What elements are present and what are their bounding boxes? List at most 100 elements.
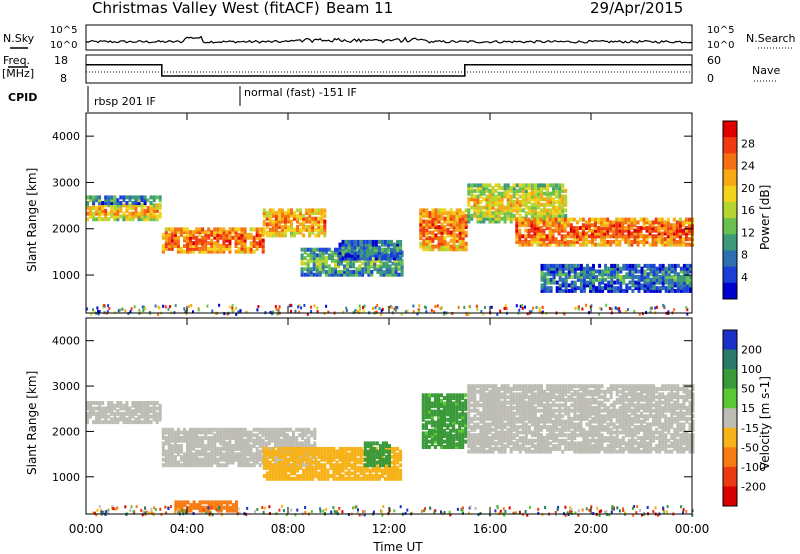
echo-cell xyxy=(368,476,372,481)
echo-cell xyxy=(296,476,300,481)
echo-cell xyxy=(546,414,550,419)
echo-cell xyxy=(494,188,498,193)
echo-cell xyxy=(542,239,546,244)
echo-cell xyxy=(280,474,284,479)
echo-cell xyxy=(555,425,559,430)
echo-cell xyxy=(518,200,522,204)
echo-cell xyxy=(637,269,641,274)
echo-cell xyxy=(536,242,540,247)
echo-cell xyxy=(449,238,453,243)
echo-cell xyxy=(86,307,89,311)
echo-cell xyxy=(515,419,519,424)
echo-cell xyxy=(600,226,604,230)
echo-cell xyxy=(334,267,337,272)
echo-cell xyxy=(437,230,441,235)
echo-cell xyxy=(228,436,232,440)
echo-cell xyxy=(252,427,256,432)
echo-cell xyxy=(530,220,534,225)
echo-cell xyxy=(563,237,567,242)
echo-cell xyxy=(98,211,102,216)
echo-cell xyxy=(137,214,141,219)
echo-cell xyxy=(512,395,516,400)
echo-cell xyxy=(655,286,659,291)
echo-cell xyxy=(482,213,486,218)
echo-cell xyxy=(518,239,522,244)
echo-cell xyxy=(434,233,438,238)
echo-cell xyxy=(352,272,356,277)
echo-cell xyxy=(555,208,559,213)
echo-cell xyxy=(128,417,132,422)
echo-cell xyxy=(555,266,559,271)
echo-cell xyxy=(461,434,465,439)
echo-cell xyxy=(347,253,351,258)
echo-cell xyxy=(353,476,357,481)
echo-cell xyxy=(615,237,619,242)
echo-cell xyxy=(258,438,262,443)
echo-cell xyxy=(558,269,562,274)
echo-cell xyxy=(309,272,313,277)
echo-cell xyxy=(296,452,300,457)
echo-cell xyxy=(231,449,235,454)
echo-cell xyxy=(546,433,550,438)
echo-cell xyxy=(666,220,670,225)
echo-cell xyxy=(546,438,550,443)
echo-cell xyxy=(609,220,613,225)
echo-cell xyxy=(104,208,108,213)
echo-cell xyxy=(558,197,562,202)
echo-cell xyxy=(512,183,516,188)
echo-cell xyxy=(374,471,378,476)
echo-cell xyxy=(249,430,253,435)
echo-cell xyxy=(125,203,129,208)
echo-cell xyxy=(509,200,513,204)
echo-cell xyxy=(607,288,611,293)
echo-cell xyxy=(310,463,314,468)
echo-cell xyxy=(537,403,540,408)
echo-cell xyxy=(149,203,153,208)
echo-cell xyxy=(210,460,214,465)
echo-cell xyxy=(201,427,205,432)
echo-cell xyxy=(359,239,363,244)
echo-cell xyxy=(143,420,147,425)
echo-cell xyxy=(353,253,357,258)
echo-cell xyxy=(101,208,105,213)
echo-cell xyxy=(664,272,668,277)
echo-cell xyxy=(210,241,214,246)
echo-cell xyxy=(661,277,665,282)
echo-cell xyxy=(134,198,138,203)
echo-cell xyxy=(664,288,668,293)
echo-cell xyxy=(621,234,625,239)
echo-cell xyxy=(558,188,562,193)
echo-cell xyxy=(274,476,278,481)
echo-cell xyxy=(113,195,117,200)
echo-cell xyxy=(198,457,202,462)
echo-cell xyxy=(633,228,637,233)
echo-cell xyxy=(387,245,390,250)
echo-cell xyxy=(399,449,403,454)
echo-cell xyxy=(119,206,123,211)
echo-cell xyxy=(503,208,507,213)
echo-cell xyxy=(192,452,196,457)
echo-cell xyxy=(314,452,318,457)
echo-cell xyxy=(314,449,318,454)
echo-cell xyxy=(219,230,223,235)
echo-cell xyxy=(546,384,550,389)
echo-cell xyxy=(473,197,477,202)
echo-cell xyxy=(275,307,278,311)
colorbar-swatch xyxy=(723,234,737,251)
echo-cell xyxy=(464,213,468,218)
echo-cell xyxy=(186,238,189,243)
echo-cell xyxy=(433,398,437,403)
echo-cell xyxy=(636,239,640,244)
echo-cell xyxy=(588,226,591,230)
echo-cell xyxy=(293,476,296,481)
echo-cell xyxy=(527,217,531,222)
echo-cell xyxy=(561,183,565,188)
echo-cell xyxy=(252,452,256,457)
echo-cell xyxy=(672,217,676,222)
echo-cell xyxy=(455,244,459,249)
echo-cell xyxy=(646,266,650,271)
echo-cell xyxy=(210,457,214,462)
echo-cell xyxy=(189,241,192,246)
echo-cell xyxy=(268,468,272,473)
echo-cell xyxy=(119,406,123,411)
